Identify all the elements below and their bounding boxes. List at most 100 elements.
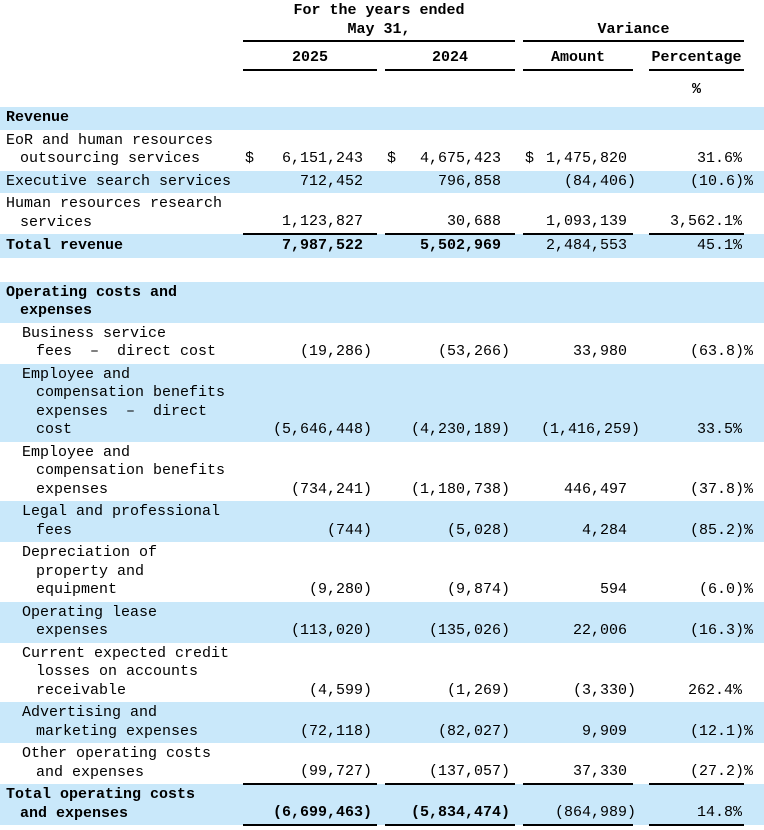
years-ended-line2: May 31, [347, 20, 411, 38]
currency-symbol-2025 [243, 501, 261, 542]
value-2024: (82,027) [403, 702, 516, 743]
column-header-amount: Amount [523, 41, 634, 71]
row-label-wrap-line: fees – direct cost [36, 343, 217, 360]
value-variance-percentage [649, 281, 745, 323]
row-label-line: Legal and professional [22, 503, 221, 520]
column-gap [377, 643, 385, 703]
table-header-row-columns: 2025 2024 Amount Percentage [0, 41, 764, 71]
column-gap [377, 323, 385, 364]
column-gap [633, 107, 650, 130]
row-label-line: Revenue [6, 109, 70, 126]
value-variance-amount-text: (3,330) [573, 681, 637, 699]
value-2024-text: (82,027) [438, 722, 511, 740]
column-gap [377, 234, 385, 258]
table-body: Revenue EoR and human resources outsourcin… [0, 107, 764, 826]
value-2024-text: (4,230,189) [410, 421, 511, 438]
value-variance-amount-text: 1,093,139 [546, 212, 628, 230]
row-label: Depreciation of property and equipment [0, 542, 243, 602]
row-label-wrap-line: fees [36, 521, 73, 539]
value-2024: 30,688 [403, 193, 516, 235]
value-variance-amount: 2,484,553 [541, 234, 634, 258]
row-label-line: Current expected credit [22, 644, 230, 662]
value-variance-amount: 33,980 [541, 323, 633, 364]
value-variance-amount [541, 281, 634, 323]
value-2024: (53,266) [403, 323, 515, 364]
row-label-wrap-line: receivable [36, 681, 127, 699]
value-2024: (5,834,474) [403, 784, 516, 826]
row-label-line: Operating lease [22, 603, 158, 621]
column-gap [515, 193, 523, 234]
value-variance-amount-text: 37,330 [573, 762, 628, 780]
table-row-executive-search-services: Executive search services 712,452 796,858 (… [0, 170, 764, 193]
value-2024: 796,858 [403, 170, 516, 193]
row-label: Revenue [0, 107, 243, 130]
row-label-wrap-line: cost [36, 421, 73, 438]
currency-symbol-2025 [243, 323, 261, 364]
right-pad [744, 193, 764, 234]
value-2024: (4,230,189) [403, 363, 516, 442]
column-header-percentage: Percentage [649, 41, 745, 71]
table-row-operating-costs-header: Operating costs and expenses [0, 281, 764, 323]
column-gap [515, 784, 524, 825]
currency-symbol-amount [523, 784, 542, 826]
row-label-line: Business service [22, 324, 167, 342]
currency-symbol-amount [523, 442, 541, 502]
currency-symbol-2024 [385, 442, 403, 502]
table-row-other-operating-costs-and-expenses: Other operating costs and expenses (99,727… [0, 743, 764, 785]
right-pad [744, 702, 764, 743]
table-row-employee-compensation-benefits-direct-cost: Employee and compensation benefits expense… [0, 363, 764, 442]
value-2025-text: 7,987,522 [281, 237, 363, 254]
value-2025-text: (113,020) [290, 622, 372, 639]
currency-symbol-2024 [385, 323, 403, 364]
table-row-revenue-header: Revenue [0, 107, 764, 130]
value-variance-amount-text: 9,909 [582, 722, 628, 740]
value-2025-text: 6,151,243 [281, 150, 363, 167]
value-2025-text: (72,118) [299, 722, 372, 740]
currency-symbol-2024 [385, 601, 403, 643]
table-row-employee-compensation-benefits-expenses: Employee and compensation benefits expense… [0, 442, 764, 502]
currency-symbol-amount [523, 702, 542, 743]
value-variance-percentage-text: 3,562.1% [670, 212, 743, 230]
column-gap [515, 170, 524, 193]
row-label-line: Depreciation of [22, 544, 158, 561]
currency-symbol-2025 [243, 743, 261, 785]
table-row-depreciation-property-equipment: Depreciation of property and equipment (9,2… [0, 542, 764, 602]
value-2025: (744) [261, 501, 377, 542]
right-pad [744, 501, 764, 542]
currency-symbol-amount [523, 363, 542, 442]
currency-symbol-2024 [385, 170, 403, 193]
table-row-current-expected-credit-losses: Current expected credit losses on account… [0, 643, 764, 703]
column-gap [633, 601, 650, 643]
row-label-line: Total operating costs [6, 786, 196, 803]
row-label: Total revenue [0, 234, 243, 258]
currency-symbol-amount [523, 643, 541, 703]
right-pad [744, 107, 764, 130]
column-gap [633, 234, 650, 258]
row-label: Operating costs and expenses [0, 281, 243, 323]
value-2025: (4,599) [261, 643, 377, 703]
row-label-wrap-line: and expenses [20, 804, 129, 822]
currency-symbol-2025 [243, 542, 261, 602]
value-variance-amount-text: 594 [600, 581, 628, 598]
value-2024 [403, 281, 516, 323]
value-2025: 7,987,522 [261, 234, 377, 258]
value-2024-text: (1,269) [447, 681, 511, 699]
value-variance-percentage-text: (63.8)% [690, 343, 754, 360]
value-variance-percentage-text: (27.2)% [690, 762, 754, 780]
right-pad [744, 784, 764, 825]
value-2024-text: (5,028) [447, 521, 511, 539]
percent-symbol-header: % [692, 80, 702, 98]
value-variance-percentage-text: (12.1)% [690, 722, 754, 740]
row-label-wrap-line: expenses – direct [36, 402, 208, 420]
value-2025-text: (9,280) [308, 581, 372, 598]
value-variance-amount: 446,497 [541, 442, 633, 502]
value-2025: (19,286) [261, 323, 377, 364]
table-row-eor-human-resources-outsourcing: EoR and human resources outsourcing servi… [0, 130, 764, 171]
currency-symbol-2025 [243, 702, 261, 743]
years-ended-line1: For the years ended [293, 2, 465, 19]
value-variance-amount: (864,989) [541, 784, 636, 826]
value-variance-amount-text: 446,497 [564, 480, 628, 498]
value-2025: (734,241) [261, 442, 377, 502]
table-header: For the years ended May 31, Variance 202… [0, 0, 764, 107]
value-2025: (5,646,448) [261, 363, 377, 442]
